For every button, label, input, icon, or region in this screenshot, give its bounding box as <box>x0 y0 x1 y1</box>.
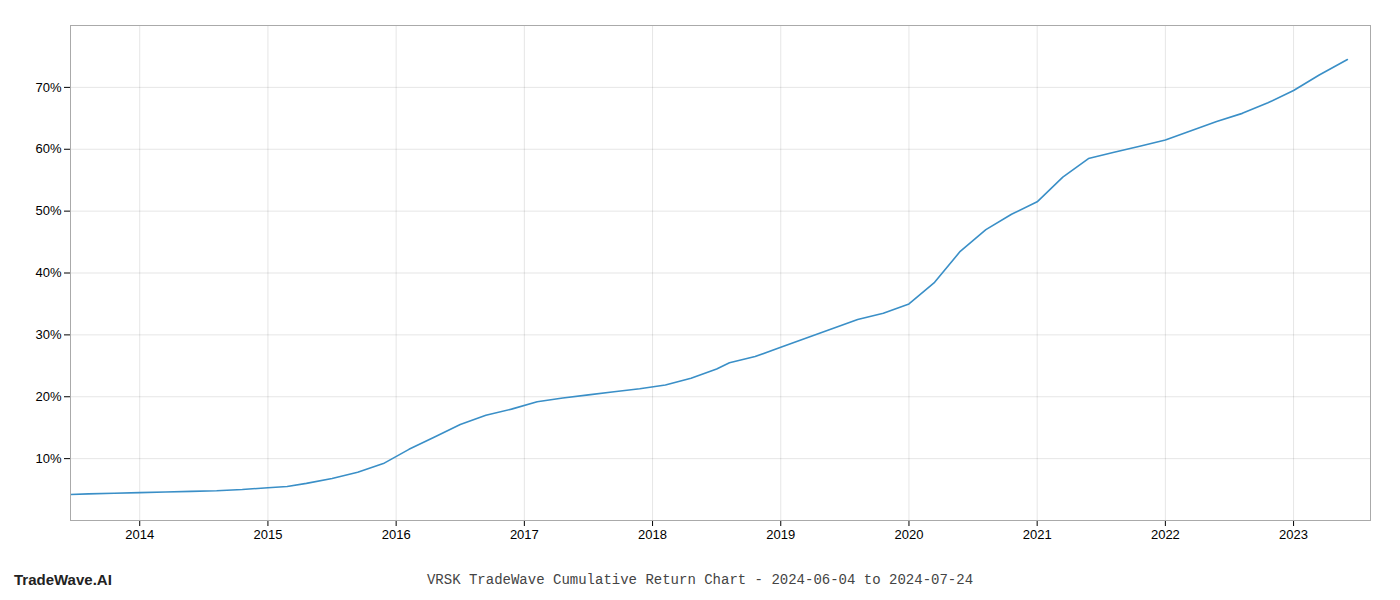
svg-text:2017: 2017 <box>510 527 539 542</box>
html-text:VRSK TradeWave Cumulative Retu: VRSK TradeWave Cumulative Return Chart -… <box>427 572 973 588</box>
svg-text:20%: 20% <box>35 389 61 404</box>
svg-text:2015: 2015 <box>253 527 282 542</box>
svg-text:10%: 10% <box>35 451 61 466</box>
svg-text:2022: 2022 <box>1151 527 1180 542</box>
svg-text:2023: 2023 <box>1279 527 1308 542</box>
svg-text:70%: 70% <box>35 80 61 95</box>
svg-text:30%: 30% <box>35 327 61 342</box>
svg-text:2018: 2018 <box>638 527 667 542</box>
svg-text:40%: 40% <box>35 265 61 280</box>
svg-text:2014: 2014 <box>125 527 154 542</box>
svg-text:2020: 2020 <box>895 527 924 542</box>
svg-text:2016: 2016 <box>382 527 411 542</box>
html-text:TradeWave.AI: TradeWave.AI <box>14 571 112 588</box>
svg-text:60%: 60% <box>35 141 61 156</box>
svg-text:2019: 2019 <box>766 527 795 542</box>
svg-text:50%: 50% <box>35 203 61 218</box>
svg-text:2021: 2021 <box>1023 527 1052 542</box>
